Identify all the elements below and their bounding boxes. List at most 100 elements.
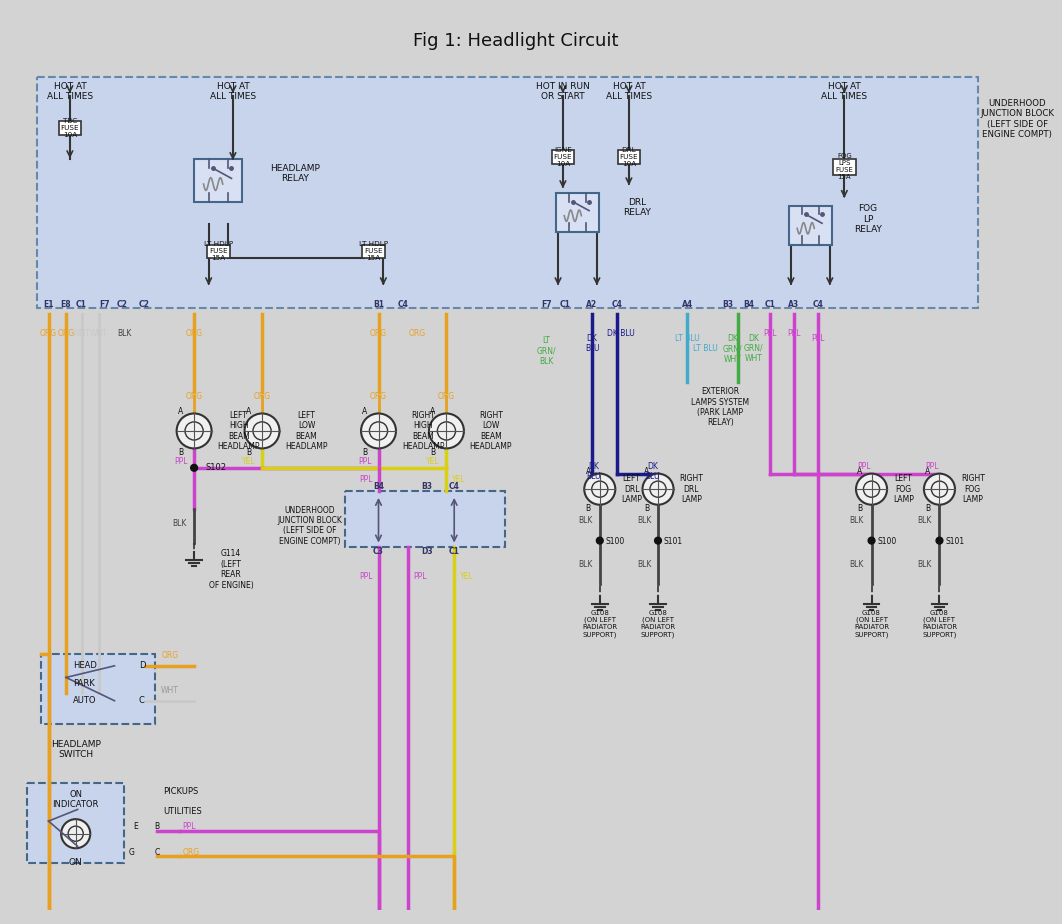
Text: ORG: ORG [183,847,200,857]
Circle shape [654,537,662,544]
Text: PPL: PPL [358,457,372,467]
Text: A4: A4 [682,300,692,310]
Bar [37,77,978,308]
Text: F7: F7 [542,300,552,310]
Text: A: A [644,468,649,476]
Text: E1: E1 [44,300,54,310]
Text: C4: C4 [449,482,460,492]
Text: F7: F7 [100,300,110,310]
Bar [618,151,639,164]
Text: LEFT
FOG
LAMP: LEFT FOG LAMP [893,474,913,505]
Text: LT HDLP
FUSE
15A: LT HDLP FUSE 15A [359,241,389,261]
Text: C4: C4 [397,300,408,310]
Text: B3: B3 [422,482,432,492]
Text: S101: S101 [945,537,964,546]
Text: BLK: BLK [579,516,593,525]
Text: E: E [134,822,138,832]
Text: DK
BLU: DK BLU [585,334,599,353]
Text: HOT AT
ALL TIMES: HOT AT ALL TIMES [605,81,652,101]
Circle shape [924,474,955,505]
Text: PPL: PPL [811,334,825,343]
Text: G108
(ON LEFT
RADIATOR
SUPPORT): G108 (ON LEFT RADIATOR SUPPORT) [854,610,889,638]
Text: ORG: ORG [186,329,203,338]
Circle shape [253,422,271,440]
Text: B: B [857,505,862,513]
Text: HEADLAMP
RELAY: HEADLAMP RELAY [270,164,320,184]
Circle shape [370,422,388,440]
Text: PPL: PPL [925,462,939,471]
Text: B: B [585,505,590,513]
Text: HOT AT
ALL TIMES: HOT AT ALL TIMES [47,81,93,101]
Text: PPL: PPL [183,822,196,832]
Text: PICKUPS: PICKUPS [164,787,199,796]
Text: DRL
RELAY: DRL RELAY [623,198,651,217]
Text: DK BLU: DK BLU [607,329,635,338]
Text: PPL: PPL [787,329,801,338]
Text: YEL: YEL [452,475,466,484]
Text: B: B [430,448,435,456]
Text: ON: ON [69,858,83,867]
Circle shape [592,481,607,497]
Text: DRL
FUSE
10A: DRL FUSE 10A [619,147,638,167]
Text: ORG: ORG [161,651,178,660]
Circle shape [429,413,464,448]
Text: LEFT
HIGH
BEAM
HEADLAMP: LEFT HIGH BEAM HEADLAMP [218,411,260,451]
Text: B: B [178,448,183,456]
Text: BLK: BLK [637,516,651,525]
Text: FOG
LPS
FUSE
15A: FOG LPS FUSE 15A [836,153,853,180]
Text: UTILITIES: UTILITIES [164,807,202,816]
Circle shape [650,481,666,497]
Text: A: A [245,407,251,416]
Text: LT BLU: LT BLU [674,334,700,343]
Circle shape [62,820,90,848]
Circle shape [191,465,198,471]
Text: RIGHT
HIGH
BEAM
HEADLAMP: RIGHT HIGH BEAM HEADLAMP [401,411,444,451]
Circle shape [185,422,203,440]
Text: C: C [139,697,144,705]
Text: B4: B4 [373,482,384,492]
Text: PPL: PPL [413,572,427,581]
Text: S100: S100 [877,537,896,546]
Text: C4: C4 [812,300,824,310]
Circle shape [863,481,879,497]
Text: C4: C4 [612,300,622,310]
Text: WHT: WHT [90,329,108,338]
Text: G108
(ON LEFT
RADIATOR
SUPPORT): G108 (ON LEFT RADIATOR SUPPORT) [582,610,617,638]
Text: ORG: ORG [40,329,57,338]
Text: YEL: YEL [242,457,255,467]
Text: PPL: PPL [359,475,373,484]
Text: DK
GRN/
WHT: DK GRN/ WHT [723,334,742,364]
Circle shape [176,413,211,448]
Text: A: A [585,468,590,476]
Text: DK
BLU: DK BLU [586,462,601,481]
Text: LT BLU: LT BLU [692,344,718,353]
Text: BLK: BLK [918,516,931,525]
Text: ORG: ORG [370,329,387,338]
Text: TBC
FUSE
10A: TBC FUSE 10A [61,118,80,139]
Text: C3: C3 [373,547,384,556]
Text: A: A [857,468,862,476]
Circle shape [68,826,83,841]
Text: B: B [155,822,159,832]
Text: HEADLAMP
SWITCH: HEADLAMP SWITCH [51,739,101,759]
Text: G108
(ON LEFT
RADIATOR
SUPPORT): G108 (ON LEFT RADIATOR SUPPORT) [640,610,675,638]
Circle shape [868,537,875,544]
Text: RIGHT
LOW
BEAM
HEADLAMP: RIGHT LOW BEAM HEADLAMP [469,411,512,451]
Text: PPL: PPL [174,457,187,467]
Text: PPL: PPL [857,462,871,471]
Text: S101: S101 [664,537,683,546]
Text: B4: B4 [743,300,755,310]
Text: ORG: ORG [186,392,203,400]
Text: B: B [246,448,251,456]
Text: LT
GRN/
BLK: LT GRN/ BLK [536,335,556,366]
Text: RIGHT
FOG
LAMP: RIGHT FOG LAMP [961,474,984,505]
Text: Fig 1: Headlight Circuit: Fig 1: Headlight Circuit [413,31,618,50]
Bar [40,654,155,724]
Text: PPL: PPL [359,572,373,581]
Text: BLK: BLK [637,560,651,569]
Text: BLK: BLK [918,560,931,569]
Text: C1: C1 [449,547,460,556]
Text: LEFT
LOW
BEAM
HEADLAMP: LEFT LOW BEAM HEADLAMP [286,411,328,451]
Circle shape [584,474,615,505]
Text: A: A [430,407,435,416]
